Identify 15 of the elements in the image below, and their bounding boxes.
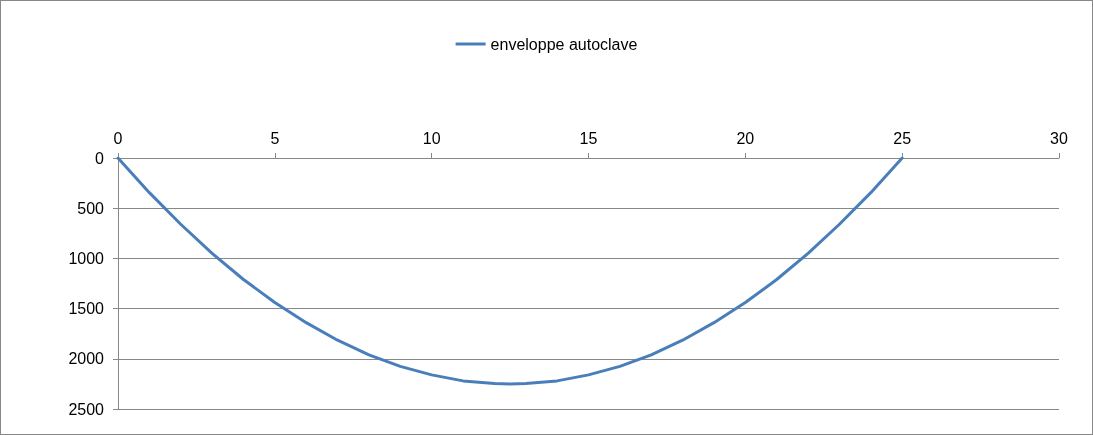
x-tick-label: 25 — [893, 129, 912, 147]
x-tick-label: 20 — [736, 129, 755, 147]
y-tick-label: 2500 — [68, 400, 105, 418]
y-tick-label: 1500 — [68, 300, 105, 318]
x-tick-label: 30 — [1050, 129, 1068, 147]
x-tick-label: 15 — [579, 129, 598, 147]
y-tick-label: 1000 — [68, 249, 105, 267]
y-tick-label: 2000 — [68, 350, 105, 368]
y-tick-label: 500 — [77, 199, 105, 217]
line-series — [116, 156, 904, 386]
x-tick-label: 5 — [270, 129, 280, 147]
x-tick-label: 10 — [422, 129, 441, 147]
y-tick-label: 0 — [95, 149, 105, 167]
x-tick-label: 0 — [113, 129, 123, 147]
legend-label: enveloppe autoclave — [490, 35, 638, 53]
